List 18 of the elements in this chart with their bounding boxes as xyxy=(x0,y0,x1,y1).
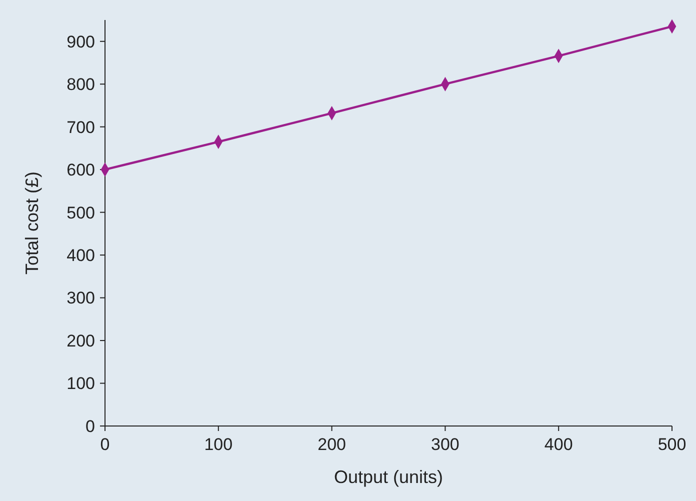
y-axis-title: Total cost (£) xyxy=(22,171,42,275)
y-tick-label: 0 xyxy=(86,416,95,436)
y-tick-label: 100 xyxy=(66,374,95,394)
y-tick-label: 800 xyxy=(66,75,95,94)
y-tick-label: 200 xyxy=(66,331,95,350)
x-tick-label: 200 xyxy=(318,435,346,454)
y-tick-label: 900 xyxy=(66,32,95,52)
y-tick-label: 700 xyxy=(66,118,95,137)
y-tick-label: 500 xyxy=(66,203,95,222)
y-tick-label: 300 xyxy=(66,288,95,308)
x-axis-title: Output (units) xyxy=(334,467,444,487)
x-tick-label: 400 xyxy=(544,435,573,454)
x-tick-label: 500 xyxy=(658,435,686,454)
x-tick-label: 0 xyxy=(100,435,110,454)
y-tick-label: 400 xyxy=(66,246,95,266)
y-tick-label: 600 xyxy=(66,160,95,180)
x-tick-label: 100 xyxy=(204,435,233,454)
x-tick-label: 300 xyxy=(431,435,460,454)
